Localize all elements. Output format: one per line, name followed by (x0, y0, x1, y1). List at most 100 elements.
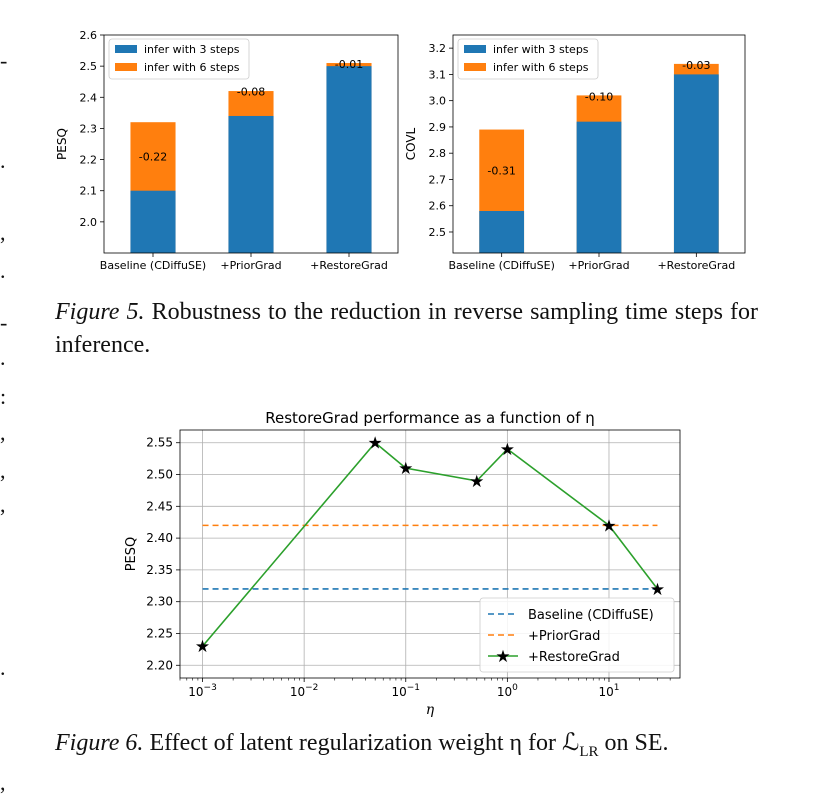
y-tick-label-2: 2.2 (80, 154, 98, 167)
legend-swatch-1 (464, 63, 486, 71)
margin-char-0: - (0, 48, 8, 73)
legend-box (108, 38, 250, 80)
fig5-chart-1: -0.22 Baseline (CDiffuSE) -0.08 +PriorGrad -… (55, 29, 399, 272)
y-tick-label-0: 2.0 (80, 216, 98, 229)
figure-6-label: Figure 6. (55, 730, 144, 756)
y-tick-label-1: 2.25 (146, 626, 173, 640)
series-line-2 (201, 441, 659, 647)
star-marker-4: ★ (500, 440, 515, 460)
x-axis-label: η (426, 702, 435, 718)
x-tick-label-0: Baseline (CDiffuSE) (100, 259, 206, 272)
bar-3-steps-1 (228, 115, 274, 253)
figure-6: 2.20 2.25 2.30 2.35 2.40 2.45 2.50 2.55 10−3 10−2… (124, 409, 681, 718)
y-tick-label-3: 2.8 (429, 147, 447, 160)
margin-char-3: . (0, 258, 6, 283)
y-tick-label-1: 2.6 (429, 200, 447, 213)
x-tick-label-1: +PriorGrad (220, 259, 281, 272)
y-tick-label-0: 2.5 (429, 226, 447, 239)
figure-6-caption: Figure 6. Effect of latent regularizatio… (55, 728, 785, 767)
y-tick-label-2: 2.7 (429, 173, 447, 186)
legend-box (457, 38, 599, 80)
legend: infer with 3 steps infer with 6 steps (457, 38, 599, 80)
x-tick-label-2: 10−1 (391, 683, 420, 699)
x-tick-label-1: 10−2 (290, 683, 319, 699)
bar-annotation-2: -0.03 (682, 59, 710, 72)
bar-3-steps-2 (673, 74, 719, 254)
fig5-chart-2: -0.31 Baseline (CDiffuSE) -0.10 +PriorGrad -… (404, 34, 746, 272)
legend-label-0: Baseline (CDiffuSE) (528, 608, 654, 623)
figure-6-caption-sub: LR (579, 743, 599, 760)
x-tick-label-2: +RestoreGrad (310, 259, 388, 272)
margin-char-11: , (0, 770, 6, 795)
margin-char-2: , (0, 220, 6, 245)
x-tick-label-3: 100 (497, 683, 518, 699)
left-margin-text: -.,. -.:,,,., (0, 0, 20, 795)
plot-frame (179, 429, 681, 679)
plot-frame (452, 34, 746, 254)
legend-label-0: infer with 3 steps (493, 43, 589, 56)
chart-title: RestoreGrad performance as a function of… (265, 409, 595, 427)
y-tick-label-6: 2.50 (146, 468, 173, 482)
y-tick-label-4: 2.9 (429, 121, 447, 134)
margin-char-10: . (0, 655, 6, 680)
bar-annotation-0: -0.22 (139, 150, 167, 163)
y-tick-label-6: 3.1 (429, 68, 447, 81)
y-tick-label-4: 2.40 (146, 531, 173, 545)
bar-3-steps-2 (326, 66, 372, 254)
bar-annotation-1: -0.08 (237, 86, 265, 99)
bar-annotation-1: -0.10 (585, 91, 613, 104)
y-tick-label-6: 2.6 (80, 29, 98, 42)
star-marker-3: ★ (469, 472, 484, 492)
y-tick-label-5: 2.45 (146, 499, 173, 513)
legend-swatch-1 (115, 63, 137, 71)
y-tick-label-5: 3.0 (429, 95, 447, 108)
x-tick-label-0: 10−3 (188, 683, 217, 699)
y-tick-label-3: 2.3 (80, 122, 98, 135)
y-tick-label-2: 2.30 (146, 595, 173, 609)
bar-3-steps-0 (479, 210, 525, 253)
legend-label-1: infer with 6 steps (144, 61, 240, 74)
figure-5: -0.22 Baseline (CDiffuSE) -0.08 +PriorGrad -… (55, 29, 746, 272)
y-tick-label-3: 2.35 (146, 563, 173, 577)
legend-label-2: +RestoreGrad (528, 650, 620, 665)
x-tick-label-2: +RestoreGrad (657, 259, 735, 272)
x-tick-label-0: Baseline (CDiffuSE) (448, 259, 554, 272)
legend: infer with 3 steps infer with 6 steps (108, 38, 250, 80)
legend-label-1: infer with 6 steps (493, 61, 589, 74)
y-axis-label: PESQ (124, 537, 139, 572)
legend-label-1: +PriorGrad (528, 629, 600, 644)
margin-char-6: : (0, 384, 7, 409)
figure-5-label: Figure 5. (55, 299, 145, 325)
y-tick-label-0: 2.20 (146, 658, 173, 672)
legend-box (479, 597, 675, 673)
margin-char-7: , (0, 420, 6, 445)
figure-6-caption-text: Effect of latent regularization weight η… (143, 730, 580, 756)
bar-annotation-2: -0.01 (335, 58, 363, 71)
margin-char-8: , (0, 458, 6, 483)
star-marker-5: ★ (601, 516, 616, 536)
y-tick-label-5: 2.5 (80, 60, 98, 73)
legend-label-0: infer with 3 steps (144, 43, 240, 56)
legend: Baseline (CDiffuSE) +PriorGrad ★ +RestoreGr… (479, 597, 675, 673)
figure-5-caption-text: Robustness to the reduction in reverse s… (55, 299, 758, 358)
bar-annotation-0: -0.31 (487, 164, 515, 177)
legend-swatch-0 (115, 45, 137, 53)
bar-3-steps-1 (576, 121, 622, 253)
bar-3-steps-0 (130, 190, 176, 253)
figure-6-caption-end: on SE. (598, 730, 669, 756)
margin-char-1: . (0, 148, 6, 173)
margin-char-4: - (0, 310, 8, 335)
y-tick-label-7: 3.2 (429, 42, 447, 55)
star-marker-0: ★ (195, 637, 210, 657)
x-tick-label-4: 101 (598, 683, 619, 699)
plot-frame (103, 34, 399, 254)
star-marker-1: ★ (368, 434, 383, 454)
y-axis-label: COVL (404, 127, 418, 160)
star-marker-6: ★ (650, 580, 665, 600)
figure-5-caption: Figure 5. Robustness to the reduction in… (55, 296, 758, 362)
margin-char-9: , (0, 492, 6, 517)
fig6-chart: 2.20 2.25 2.30 2.35 2.40 2.45 2.50 2.55 10−3 10−2… (124, 409, 681, 718)
y-tick-label-7: 2.55 (146, 436, 173, 450)
legend-star: ★ (495, 647, 510, 667)
margin-char-5: . (0, 345, 6, 370)
